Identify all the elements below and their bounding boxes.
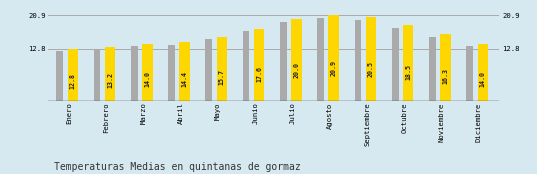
Text: 18.5: 18.5	[405, 64, 411, 80]
Bar	[291, 19, 302, 101]
Bar	[68, 49, 78, 101]
Text: 14.0: 14.0	[480, 71, 486, 87]
Text: 20.9: 20.9	[331, 60, 337, 76]
Bar	[392, 28, 398, 101]
Bar	[354, 19, 361, 101]
Bar	[93, 49, 100, 101]
Bar	[366, 17, 376, 101]
Text: 20.0: 20.0	[293, 62, 300, 78]
Bar	[56, 51, 63, 101]
Bar	[477, 44, 488, 101]
Text: 15.7: 15.7	[219, 69, 225, 85]
Text: 14.4: 14.4	[182, 70, 187, 86]
Bar	[168, 45, 175, 101]
Text: 16.3: 16.3	[442, 68, 448, 84]
Text: 14.0: 14.0	[144, 71, 150, 87]
Text: Temperaturas Medias en quintanas de gormaz: Temperaturas Medias en quintanas de gorm…	[54, 162, 300, 172]
Bar	[429, 37, 436, 101]
Bar	[329, 15, 339, 101]
Bar	[206, 39, 212, 101]
Text: 12.8: 12.8	[70, 73, 76, 89]
Bar	[467, 46, 473, 101]
Bar	[131, 46, 137, 101]
Bar	[179, 42, 190, 101]
Bar	[317, 18, 324, 101]
Text: 13.2: 13.2	[107, 72, 113, 88]
Bar	[403, 25, 413, 101]
Bar	[440, 34, 451, 101]
Bar	[216, 37, 227, 101]
Bar	[142, 44, 153, 101]
Bar	[105, 47, 115, 101]
Bar	[243, 31, 250, 101]
Bar	[254, 29, 264, 101]
Bar	[280, 22, 287, 101]
Text: 17.6: 17.6	[256, 66, 262, 82]
Text: 20.5: 20.5	[368, 61, 374, 77]
